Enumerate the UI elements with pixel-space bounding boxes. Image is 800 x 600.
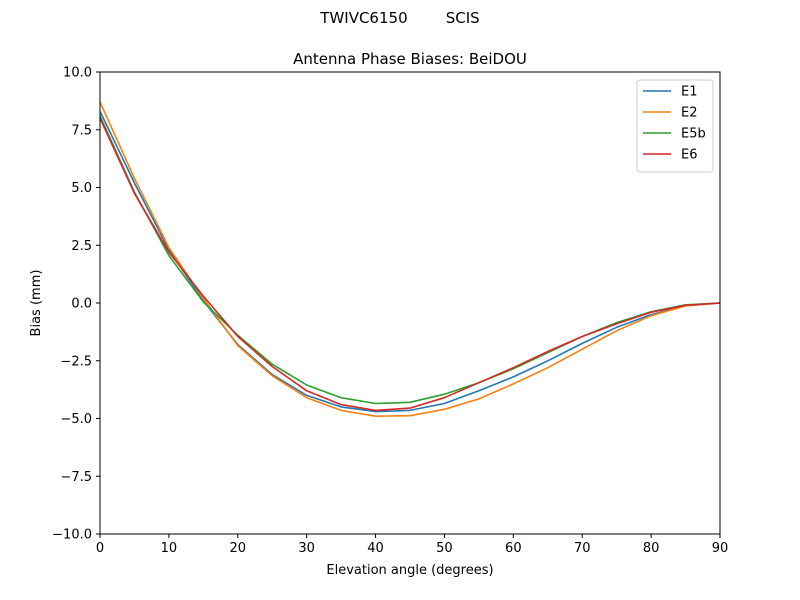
x-tick-label: 10 [161,541,178,556]
x-axis-label: Elevation angle (degrees) [326,563,493,578]
y-tick-label: −10.0 [52,528,92,543]
y-tick-label: 0.0 [71,297,92,312]
series-line-e5b [99,115,721,405]
x-tick-label: 90 [712,541,729,556]
axis-ticks: 0 10 20 30 40 50 60 70 80 90 −10.0 −7.5 −5.0 −2.5 0.0 2… [52,66,728,557]
x-tick-label: 0 [96,541,104,556]
y-tick-label: 10.0 [63,66,92,81]
x-tick-label: 30 [298,541,315,556]
legend-label-e1: E1 [681,85,698,100]
y-tick-label: −5.0 [60,412,92,427]
y-axis-label: Bias (mm) [29,270,44,337]
figure-suptitle: TWIVC6150 SCIS [320,9,480,27]
x-tick-label: 80 [643,541,660,556]
y-tick-label: −7.5 [60,470,92,485]
legend-label-e5b: E5b [681,127,706,142]
series-line-e2 [99,101,721,418]
legend: E1 E2 E5b E6 [636,79,714,173]
x-tick-label: 50 [436,541,453,556]
x-tick-label: 40 [367,541,384,556]
y-tick-label: 7.5 [71,123,92,138]
plot-frame [99,71,721,535]
x-tick-label: 60 [505,541,522,556]
series-line-e1 [99,110,721,413]
y-tick-label: 2.5 [71,239,92,254]
y-tick-label: −2.5 [60,354,92,369]
x-tick-label: 20 [230,541,247,556]
legend-label-e6: E6 [681,148,698,163]
legend-label-e2: E2 [681,106,698,121]
legend-box [636,79,714,173]
series-lines [99,101,721,418]
x-tick-label: 70 [574,541,591,556]
chart-title: Antenna Phase Biases: BeiDOU [293,50,527,68]
y-tick-label: 5.0 [71,181,92,196]
series-line-e6 [99,117,721,412]
